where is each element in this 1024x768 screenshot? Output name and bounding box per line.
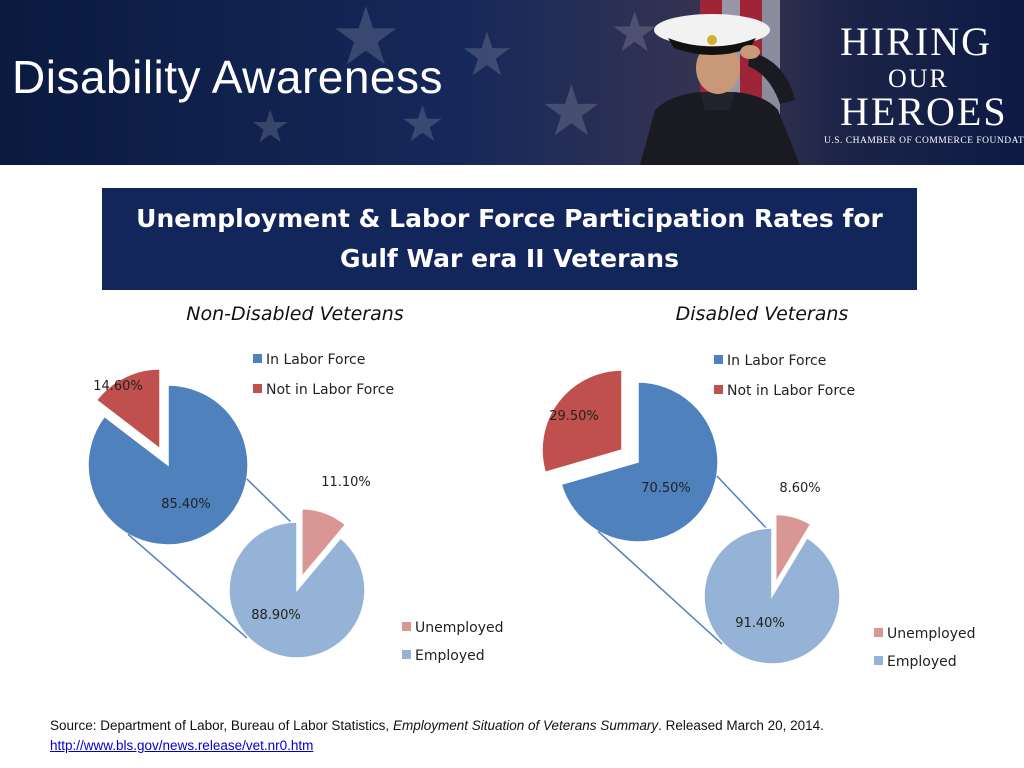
logo-text: OUR — [888, 64, 949, 93]
hiring-our-heroes-logo: HIRING OUR HEROES U.S. CHAMBER OF COMMER… — [822, 18, 1024, 153]
source-suffix: . Released March 20, 2014. — [658, 718, 824, 733]
legend-label: Not in Labor Force — [727, 383, 855, 399]
source-citation: Source: Department of Labor, Bureau of L… — [50, 716, 1010, 756]
data-label: 91.40% — [735, 616, 785, 631]
star-decoration: ★ — [400, 95, 445, 153]
source-prefix: Source: Department of Labor, Bureau of L… — [50, 718, 393, 733]
legend-swatch — [253, 354, 262, 363]
chart-title: Unemployment & Labor Force Participation… — [102, 188, 917, 290]
pie-slice-not-in-labor-force — [95, 368, 161, 451]
chart-title-line: Unemployment & Labor Force Participation… — [136, 204, 883, 233]
pie-slice-employed — [703, 527, 841, 665]
pie-slice-in-labor-force — [560, 381, 719, 543]
connector-line — [127, 533, 248, 639]
star-decoration: ★ — [460, 20, 514, 90]
source-link[interactable]: http://www.bls.gov/news.release/vet.nr0.… — [50, 738, 314, 753]
saluting-soldier-image — [640, 14, 800, 165]
star-decoration: ★ — [540, 70, 603, 152]
star-decoration: ★ — [250, 100, 291, 153]
legend-label: Employed — [415, 648, 485, 664]
legend-label: In Labor Force — [266, 352, 365, 368]
legend-label: In Labor Force — [727, 353, 826, 369]
connector-line — [246, 478, 296, 527]
logo-text: HIRING — [840, 19, 992, 64]
legend-label: Unemployed — [887, 626, 976, 642]
star-decoration: ★ — [610, 0, 660, 64]
legend-swatch — [253, 384, 262, 393]
pie-slice-unemployed — [301, 508, 347, 579]
legend-swatch — [714, 355, 723, 364]
data-label: 88.90% — [251, 608, 301, 623]
source-publication: Employment Situation of Veterans Summary — [392, 718, 659, 733]
logo-subtitle: U.S. CHAMBER OF COMMERCE FOUNDATION — [824, 136, 1024, 146]
data-label: 29.50% — [549, 409, 599, 424]
legend-label: Unemployed — [415, 620, 504, 636]
chart-subtitle: Non-Disabled Veterans — [186, 303, 404, 325]
data-label: 14.60% — [93, 379, 143, 394]
chart-subtitle: Disabled Veterans — [676, 303, 849, 325]
star-decoration: ★ — [330, 0, 402, 83]
pie-slice-not-in-labor-force — [541, 369, 623, 474]
header-banner: ★ ★ ★ ★ ★ ★ Disability Awareness HIRING … — [0, 0, 1024, 165]
data-label: 70.50% — [641, 481, 691, 496]
chart-title-line: Gulf War era II Veterans — [340, 244, 679, 273]
pie-slice-unemployed — [774, 513, 812, 586]
legend-swatch — [714, 385, 723, 394]
legend-swatch — [402, 650, 411, 659]
pie-slice-employed — [228, 521, 366, 659]
logo-text: HEROES — [840, 89, 1008, 134]
page-title: Disability Awareness — [12, 51, 444, 103]
legend-swatch — [874, 628, 883, 637]
data-label: 85.40% — [161, 497, 211, 512]
data-label: 8.60% — [779, 481, 820, 496]
legend-swatch — [874, 656, 883, 665]
legend-label: Not in Labor Force — [266, 382, 394, 398]
connector-line — [716, 475, 771, 533]
data-label: 11.10% — [321, 475, 371, 490]
legend-swatch — [402, 622, 411, 631]
connector-line — [597, 530, 723, 645]
pie-slice-in-labor-force — [87, 384, 249, 546]
legend-label: Employed — [887, 654, 957, 670]
